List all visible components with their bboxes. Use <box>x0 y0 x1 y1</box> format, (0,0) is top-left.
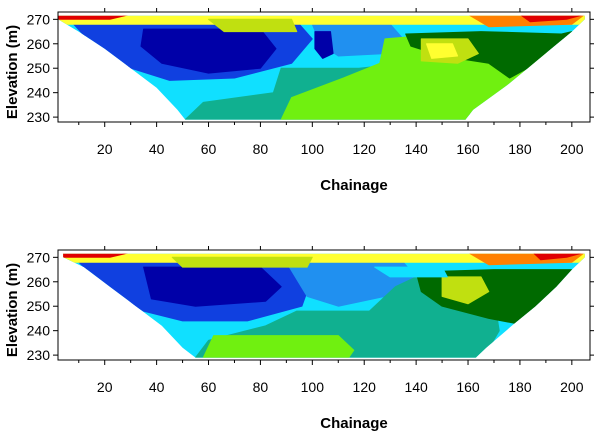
x-axis-title: Chainage <box>320 415 388 432</box>
x-tick-label: 100 <box>301 379 325 395</box>
y-tick-label: 230 <box>27 109 51 125</box>
contour-zone-14 <box>532 253 585 261</box>
x-tick-label: 80 <box>253 141 269 157</box>
x-tick-label: 80 <box>253 379 269 395</box>
contour-zone-11 <box>171 256 313 268</box>
x-tick-label: 40 <box>149 379 165 395</box>
x-tick-label: 200 <box>560 379 584 395</box>
y-tick-label: 230 <box>27 347 51 363</box>
y-tick-label: 250 <box>27 298 51 314</box>
x-axis-title: Chainage <box>320 177 388 194</box>
section-body <box>63 253 585 358</box>
plot-frame <box>57 11 591 123</box>
y-tick-label: 270 <box>27 11 51 27</box>
contour-zone-9 <box>374 266 448 278</box>
x-tick-label: 200 <box>560 141 584 157</box>
resistivity-section-panel-1: 20 40 60 80 100 120 140 160 180 200 230 240 250 260 27… <box>4 8 594 194</box>
x-tick-label: 140 <box>404 141 428 157</box>
x-tick-label: 100 <box>301 141 325 157</box>
y-tick-label: 260 <box>27 274 51 290</box>
y-tick-label: 260 <box>27 36 51 52</box>
x-tick-label: 160 <box>456 141 480 157</box>
y-axis-title: Elevation (m) <box>4 25 21 119</box>
x-tick-label: 20 <box>97 141 113 157</box>
x-tick-label: 180 <box>508 141 532 157</box>
x-tick-label: 60 <box>201 379 217 395</box>
x-tick-label: 60 <box>201 141 217 157</box>
y-axis-title: Elevation (m) <box>4 263 21 357</box>
contour-zone-12 <box>208 18 298 33</box>
contour-zone-15 <box>519 15 585 23</box>
y-tick-label: 270 <box>27 249 51 265</box>
contour-zone-3 <box>140 28 277 74</box>
y-tick-label: 240 <box>27 323 51 339</box>
x-tick-label: 140 <box>404 379 428 395</box>
x-tick-label: 160 <box>456 379 480 395</box>
resistivity-section-panel-2: 20 40 60 80 100 120 140 160 180 200 230 240 250 260 27… <box>4 246 594 432</box>
y-tick-label: 250 <box>27 60 51 76</box>
y-tick-label: 240 <box>27 85 51 101</box>
plot-frame <box>57 249 591 361</box>
x-tick-label: 180 <box>508 379 532 395</box>
contour-zone-5 <box>314 31 334 59</box>
contour-zone-8 <box>441 276 490 305</box>
x-tick-label: 120 <box>353 141 377 157</box>
x-tick-label: 120 <box>353 379 377 395</box>
contour-zone-6 <box>202 335 355 358</box>
x-tick-label: 20 <box>97 379 113 395</box>
contour-zone-3 <box>143 266 282 307</box>
contour-zone-10 <box>426 43 459 59</box>
contour-zone-11 <box>58 15 585 25</box>
x-tick-label: 40 <box>149 141 165 157</box>
section-body <box>58 15 585 120</box>
contour-zone-13 <box>63 253 132 258</box>
contour-zone-14 <box>58 15 132 20</box>
